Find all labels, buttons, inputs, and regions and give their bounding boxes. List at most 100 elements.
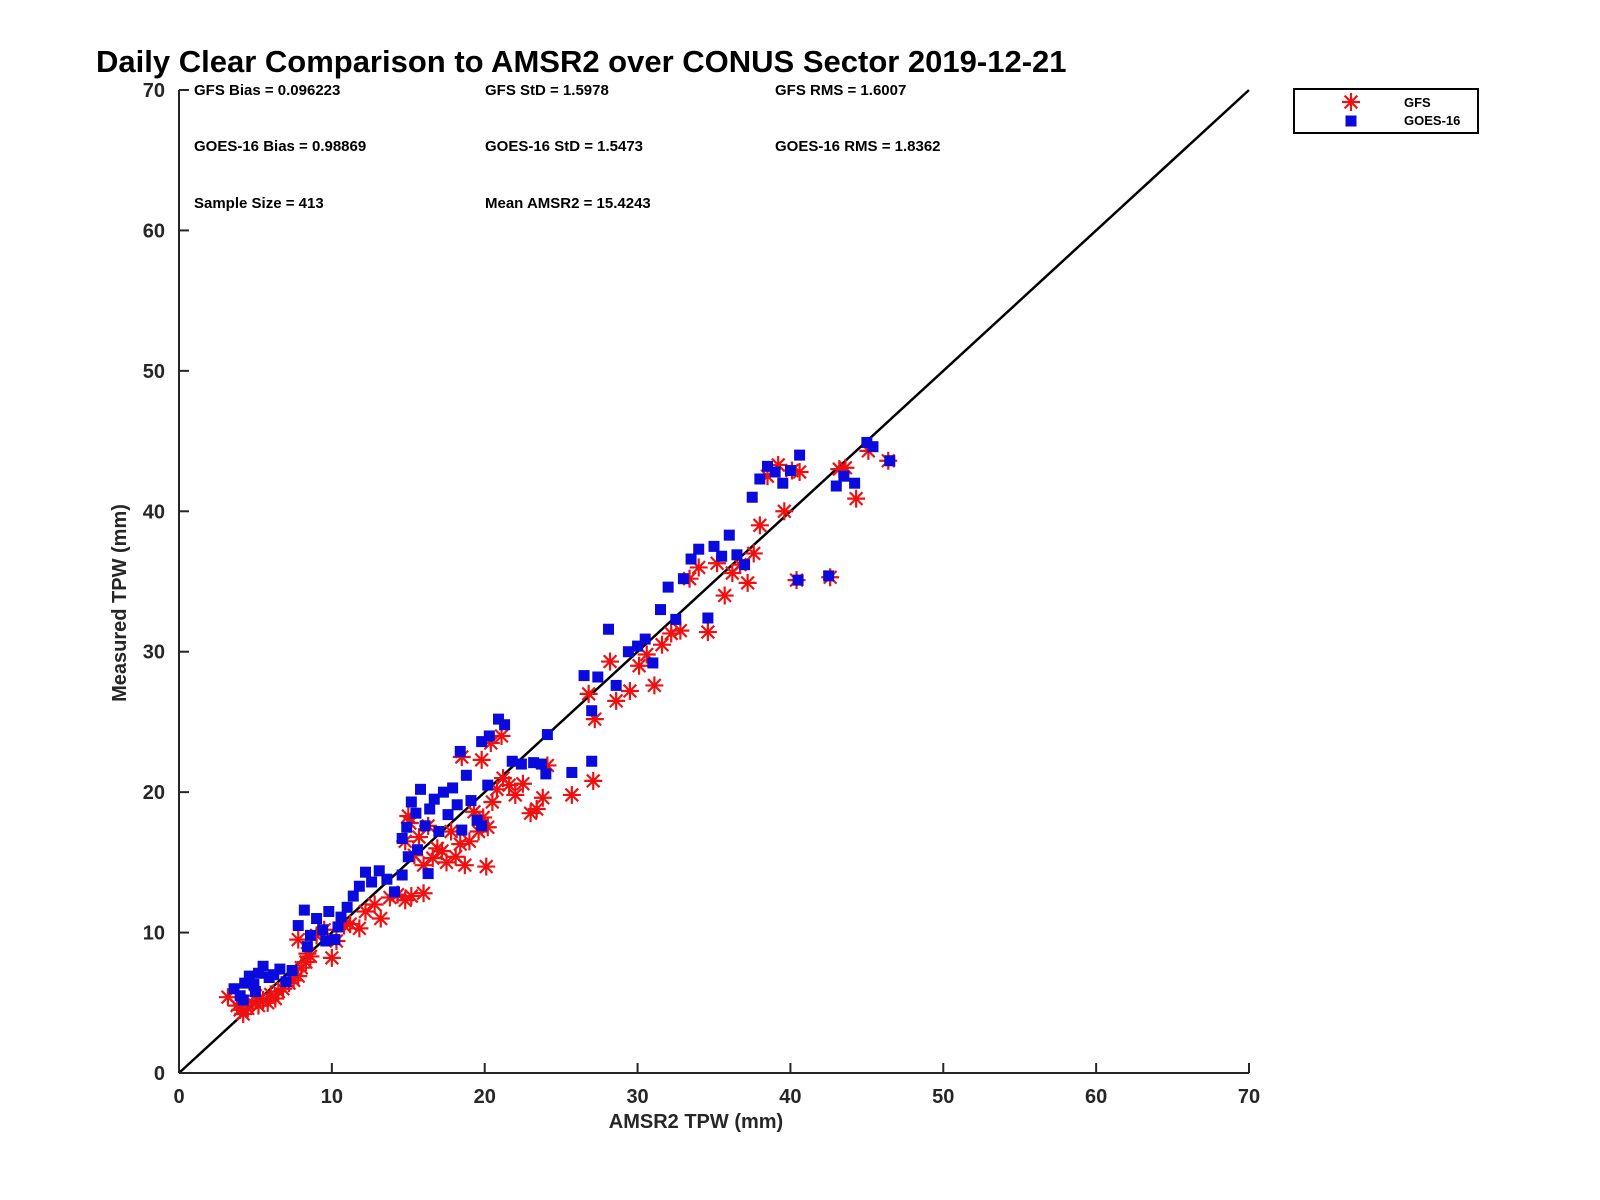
goes16-point (252, 967, 264, 979)
goes16-point (566, 766, 578, 778)
goes16-point (447, 782, 459, 794)
goes16-point (389, 886, 401, 898)
y-tick-label: 60 (143, 220, 165, 242)
goes16-point (586, 705, 598, 717)
goes16-point (655, 604, 666, 616)
goes16-point (257, 960, 269, 972)
y-tick-label: 30 (143, 642, 165, 664)
gfs-point (698, 623, 717, 642)
gfs-point (409, 828, 428, 847)
goes-rms-stat: GOES-16 RMS = 1.8362 (775, 138, 941, 155)
goes16-point (396, 869, 408, 881)
goes16-point (268, 969, 280, 981)
x-axis-label: AMSR2 TPW (mm) (609, 1111, 783, 1133)
goes16-point (335, 911, 347, 923)
sample-size-stat: Sample Size = 413 (194, 195, 324, 212)
goes16-point (301, 941, 313, 953)
goes16-point (329, 934, 341, 946)
goes16-point (402, 851, 414, 863)
goes16-point (603, 623, 615, 635)
goes16-point (578, 670, 590, 682)
goes16-point (428, 793, 440, 805)
goes16-point (415, 783, 427, 795)
goes16-point (702, 612, 714, 624)
goes16-point (476, 820, 488, 832)
gfs-point (579, 684, 598, 703)
y-tick-label: 70 (143, 80, 165, 102)
legend: GFS GOES-16 (1293, 88, 1479, 134)
gfs-point (322, 948, 341, 967)
goes16-point (794, 449, 806, 461)
goes16-point (823, 570, 835, 582)
goes16-point (769, 466, 781, 478)
goes16-point (492, 713, 504, 725)
plot-area (178, 89, 1250, 1074)
goes16-point (838, 470, 850, 482)
gfs-point (455, 856, 474, 875)
goes16-point (777, 477, 789, 489)
goes16-point (483, 730, 495, 742)
goes16-point (341, 901, 353, 913)
goes16-point (784, 465, 796, 477)
goes16-point (592, 671, 604, 683)
chart-title: Daily Clear Comparison to AMSR2 over CON… (96, 44, 1067, 79)
statistics-panel: GFS Bias = 0.096223 GFS StD = 1.5978 GFS… (194, 82, 941, 212)
gfs-point (402, 887, 421, 906)
goes16-point (586, 755, 598, 767)
goes16-point (482, 779, 494, 791)
goes16-point (323, 906, 335, 918)
gfs-point (715, 586, 734, 605)
gfs-point (584, 771, 603, 790)
x-tick-label: 30 (626, 1086, 648, 1108)
goes16-point (359, 866, 371, 878)
gfs-point (371, 909, 390, 928)
one-to-one-reference-line (178, 89, 1250, 1074)
gfs-point (492, 726, 511, 745)
goes16-point (849, 477, 861, 489)
goes16-point (670, 613, 682, 625)
goes16-point (437, 786, 449, 798)
goes16-point (317, 924, 329, 936)
goes16-point (693, 543, 705, 555)
goes16-point (353, 880, 365, 892)
goes16-point (239, 977, 251, 989)
legend-gfs-asterisk (1342, 93, 1360, 111)
goes16-point (884, 455, 896, 467)
gfs-point (744, 544, 763, 563)
x-tick-label: 40 (779, 1086, 801, 1108)
goes16-point (861, 436, 873, 448)
goes16-point (830, 480, 842, 492)
legend-box (1293, 88, 1479, 134)
goes16-point (541, 729, 553, 741)
gfs-point (414, 884, 433, 903)
gfs-point (738, 573, 757, 592)
goes16-point (528, 757, 540, 769)
goes16-point (451, 799, 463, 811)
gfs-point (847, 489, 866, 508)
x-tick-label: 50 (932, 1086, 954, 1108)
x-tick-label: 70 (1238, 1086, 1260, 1108)
gfs-point (533, 788, 552, 807)
goes16-point (280, 976, 292, 988)
goes16-point (320, 935, 332, 947)
gfs-point (607, 691, 626, 710)
goes16-point (292, 920, 304, 932)
goes16-point (422, 868, 434, 880)
x-tick-label: 60 (1085, 1086, 1107, 1108)
goes16-point (677, 573, 689, 585)
goes16-point (410, 807, 422, 819)
goes16-point (867, 441, 879, 453)
legend-gfs-marker (1342, 93, 1360, 111)
goes16-point (366, 876, 378, 888)
goes16-series (228, 436, 896, 1006)
gfs-point (506, 785, 525, 804)
goes16-point (243, 970, 255, 982)
goes16-point (499, 719, 511, 731)
goes16-point (685, 553, 697, 565)
gfs-bias-stat: GFS Bias = 0.096223 (194, 82, 340, 99)
goes16-point (622, 646, 634, 658)
gfs-point (775, 502, 794, 521)
axes: 0 10 20 30 40 50 60 70 0 10 20 30 40 50 60 70 (143, 80, 1260, 1108)
goes16-point (311, 913, 323, 925)
